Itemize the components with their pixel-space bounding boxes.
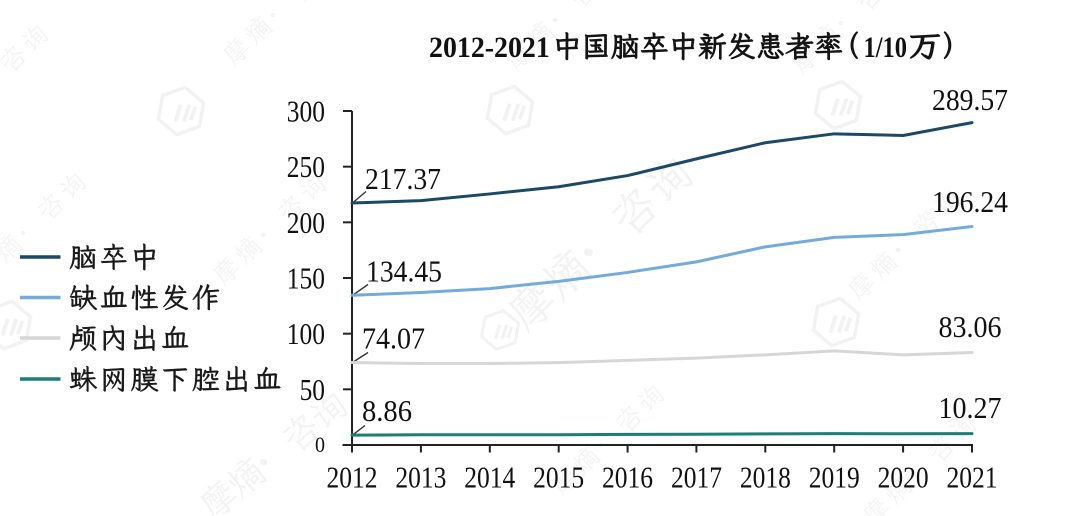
- svg-text:10.27: 10.27: [939, 390, 1002, 425]
- svg-text:2021: 2021: [947, 460, 998, 495]
- svg-text:2018: 2018: [740, 460, 791, 495]
- svg-text:100: 100: [287, 316, 325, 351]
- svg-text:250: 250: [287, 149, 325, 184]
- svg-text:2016: 2016: [602, 460, 653, 495]
- svg-text:2015: 2015: [533, 460, 584, 495]
- svg-text:196.24: 196.24: [932, 184, 1008, 219]
- svg-text:200: 200: [287, 205, 325, 240]
- svg-text:289.57: 289.57: [932, 82, 1008, 117]
- svg-text:2017: 2017: [671, 460, 722, 495]
- svg-text:1/10: 1/10: [864, 32, 908, 64]
- svg-text:0: 0: [315, 432, 325, 457]
- svg-text:2014: 2014: [464, 460, 515, 495]
- svg-text:50: 50: [300, 372, 325, 407]
- svg-text:150: 150: [287, 261, 325, 296]
- svg-text:2019: 2019: [809, 460, 860, 495]
- svg-text:8.86: 8.86: [362, 393, 412, 428]
- svg-text:83.06: 83.06: [939, 309, 1002, 344]
- svg-text:74.07: 74.07: [362, 321, 425, 356]
- svg-text:2013: 2013: [395, 460, 446, 495]
- svg-text:300: 300: [287, 94, 325, 129]
- svg-text:2012: 2012: [327, 460, 378, 495]
- svg-text:2020: 2020: [878, 460, 929, 495]
- svg-text:217.37: 217.37: [365, 161, 441, 196]
- svg-text:134.45: 134.45: [366, 254, 442, 289]
- svg-text:2012-2021: 2012-2021: [429, 32, 550, 64]
